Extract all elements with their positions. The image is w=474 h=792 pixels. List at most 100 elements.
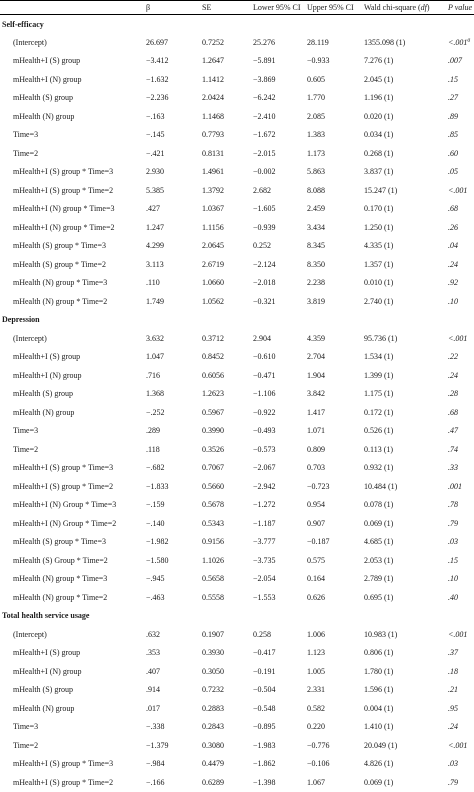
row-lower-ci: −2.018	[253, 278, 276, 288]
row-lower-ci: −3.735	[253, 555, 276, 565]
row-wald: 10.484 (1)	[364, 481, 398, 491]
row-upper-ci: −0.723	[307, 481, 330, 491]
row-p-value: .28	[448, 389, 458, 399]
row-se: 0.3712	[202, 333, 224, 343]
row-lower-ci: −0.610	[253, 352, 276, 362]
row-se: 0.7067	[202, 463, 224, 473]
row-term: mHealth (S) group * Time=3	[13, 241, 106, 251]
row-lower-ci: −1.398	[253, 777, 276, 787]
row-p-value: .78	[448, 500, 458, 510]
table-row: mHealth+I (S) group * Time=3 2.930 1.4961 −…	[0, 163, 474, 182]
row-lower-ci: 0.258	[253, 629, 271, 639]
row-term: mHealth+I (N) group * Time=2	[13, 222, 115, 232]
row-lower-ci: −0.002	[253, 167, 276, 177]
row-wald: 20.049 (1)	[364, 740, 398, 750]
row-beta: −.338	[146, 722, 165, 732]
row-p-value: .26	[448, 222, 458, 232]
row-term: Time=2	[13, 148, 39, 158]
row-lower-ci: −0.321	[253, 296, 276, 306]
row-upper-ci: 2.704	[307, 352, 325, 362]
row-term: mHealth (N) group * Time=3	[13, 278, 108, 288]
row-upper-ci: −0.187	[307, 537, 330, 547]
row-beta: −1.632	[146, 74, 169, 84]
row-beta: 3.632	[146, 333, 164, 343]
row-se: 0.5658	[202, 574, 224, 584]
table-row: mHealth+I (N) group −1.632 1.1412 −3.869 0.6…	[0, 70, 474, 89]
table-row: mHealth+I (S) group .353 0.3930 −0.417 1.123…	[0, 644, 474, 663]
row-p-value: .21	[448, 685, 458, 695]
row-se: 2.0424	[202, 93, 224, 103]
row-p-value: .24	[448, 722, 458, 732]
row-upper-ci: 8.345	[307, 241, 325, 251]
row-upper-ci: −0.933	[307, 56, 330, 66]
row-wald: 3.837 (1)	[364, 167, 394, 177]
row-beta: 1.749	[146, 296, 164, 306]
row-p-value: <.001a	[448, 33, 474, 52]
row-beta: −.166	[146, 777, 165, 787]
section-header-row: Self-efficacy	[0, 15, 474, 34]
row-term: mHealth (N) group	[13, 111, 75, 121]
row-term: Time=3	[13, 722, 39, 732]
table-row: mHealth (S) group .914 0.7232 −0.504 2.331 1.…	[0, 681, 474, 700]
row-upper-ci: 0.164	[307, 574, 325, 584]
row-upper-ci: 3.819	[307, 296, 325, 306]
row-beta: .353	[146, 648, 160, 658]
row-p-value: .92	[448, 278, 458, 288]
table-row: Time=3 .289 0.3990 −0.493 1.071 0.526 (1) .47	[0, 422, 474, 441]
row-se: 1.4961	[202, 167, 224, 177]
row-beta: 26.697	[146, 37, 168, 47]
row-term: mHealth (N) group	[13, 407, 75, 417]
row-upper-ci: 0.703	[307, 463, 325, 473]
row-p-value: .40	[448, 592, 458, 602]
table-row: mHealth (N) group * Time=2 1.749 1.0562 −0.…	[0, 292, 474, 311]
row-se: 0.6289	[202, 777, 224, 787]
row-se: 1.1156	[202, 222, 224, 232]
table-row: mHealth (S) group * Time=3 4.299 2.0645 0.2…	[0, 237, 474, 256]
row-se: 0.3930	[202, 648, 224, 658]
row-term: mHealth+I (S) group * Time=2	[13, 777, 114, 787]
table-row: Time=2 −.421 0.8131 −2.015 1.173 0.268 (1) .60	[0, 144, 474, 163]
header-p-value: P value	[448, 0, 474, 15]
row-p-value: <.001	[448, 740, 468, 750]
row-wald: 0.113 (1)	[364, 444, 394, 454]
table-row: mHealth+I (N) group .716 0.6056 −0.471 1.904…	[0, 366, 474, 385]
row-p-value: .68	[448, 407, 458, 417]
table-row: (Intercept) .632 0.1907 0.258 1.006 10.983 (1…	[0, 625, 474, 644]
header-row: β SE Lower 95% CI Upper 95% CI Wald chi-…	[0, 0, 474, 15]
table-row: (Intercept) 26.697 0.7252 25.276 28.119 1355.…	[0, 33, 474, 52]
row-lower-ci: 25.276	[253, 37, 275, 47]
row-lower-ci: −0.417	[253, 648, 276, 658]
row-term: mHealth (S) group	[13, 93, 73, 103]
row-wald: 0.034 (1)	[364, 130, 394, 140]
row-p-value: .60	[448, 148, 458, 158]
row-lower-ci: −2.124	[253, 259, 276, 269]
row-se: 0.9156	[202, 537, 224, 547]
row-se: 0.2883	[202, 703, 224, 713]
row-beta: 1.247	[146, 222, 164, 232]
footnote-marker: a	[467, 37, 471, 44]
table-row: mHealth+I (S) group * Time=3 −.984 0.4479 −…	[0, 755, 474, 774]
row-se: 1.0562	[202, 296, 224, 306]
row-term: mHealth (S) group	[13, 389, 73, 399]
table-row: mHealth (S) group * Time=3 −1.982 0.9156 −3…	[0, 533, 474, 552]
row-beta: −.252	[146, 407, 165, 417]
section-title: Self-efficacy	[2, 19, 44, 29]
row-wald: 1.410 (1)	[364, 722, 394, 732]
row-upper-ci: 1.005	[307, 666, 325, 676]
table-row: mHealth+I (S) group * Time=3 −.682 0.7067 −…	[0, 459, 474, 478]
row-se: 0.4479	[202, 759, 224, 769]
row-se: 0.3526	[202, 444, 224, 454]
row-p-value: .001	[448, 481, 462, 491]
row-se: 0.1907	[202, 629, 224, 639]
row-beta: .017	[146, 703, 160, 713]
row-wald: 0.172 (1)	[364, 407, 394, 417]
row-term: mHealth (N) group	[13, 703, 75, 713]
row-p-value: <.001	[448, 185, 468, 195]
row-wald: 2.053 (1)	[364, 555, 394, 565]
row-lower-ci: −1.605	[253, 204, 276, 214]
row-p-value: <.001	[448, 333, 468, 343]
row-wald: 1.175 (1)	[364, 389, 394, 399]
row-upper-ci: 2.238	[307, 278, 325, 288]
row-lower-ci: −2.054	[253, 574, 276, 584]
row-p-value: .79	[448, 777, 458, 787]
